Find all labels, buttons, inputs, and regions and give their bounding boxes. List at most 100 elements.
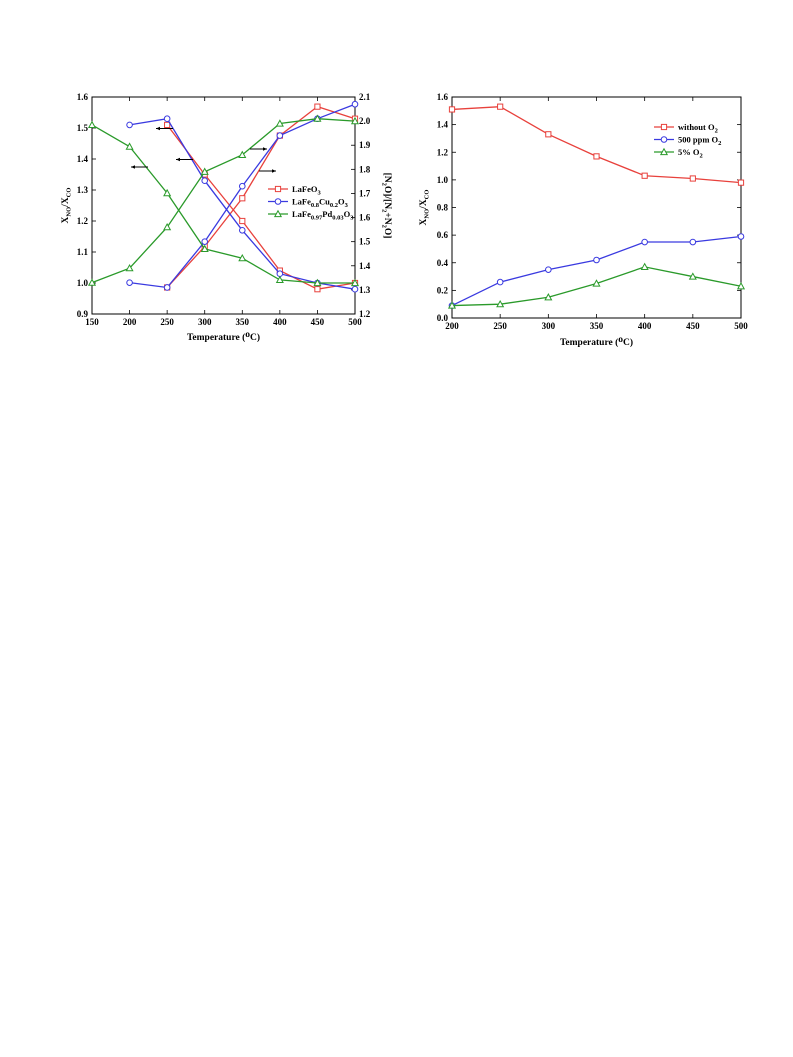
data-point bbox=[496, 299, 505, 308]
x-axis-label: Temperature (oC) bbox=[187, 330, 260, 343]
x-tick-label: 200 bbox=[445, 321, 459, 331]
series-line-4 bbox=[91, 124, 355, 284]
data-point bbox=[201, 238, 209, 245]
series-line-1 bbox=[166, 105, 356, 288]
data-point bbox=[350, 278, 360, 287]
data-point bbox=[238, 150, 247, 158]
y2-tick-label: 2.1 bbox=[359, 92, 371, 102]
series-line-0 bbox=[451, 106, 742, 184]
data-point bbox=[164, 121, 171, 129]
y2-tick-label: 1.4 bbox=[359, 261, 371, 271]
series-line-1 bbox=[451, 235, 742, 307]
y-tick-label: 1.4 bbox=[77, 154, 89, 164]
data-point bbox=[163, 188, 172, 197]
data-point bbox=[640, 262, 649, 270]
legend-marker bbox=[659, 147, 669, 156]
y-tick-label: 0.8 bbox=[437, 203, 449, 213]
data-point bbox=[126, 121, 133, 129]
data-point bbox=[689, 175, 696, 182]
data-point bbox=[314, 286, 321, 293]
x-tick-label: 250 bbox=[160, 317, 174, 327]
legend-label: LaFe0.8Cu0.2O3 bbox=[292, 197, 349, 210]
y-tick-label: 0.4 bbox=[437, 258, 449, 268]
data-point bbox=[737, 179, 745, 186]
y2-tick-label: 1.5 bbox=[359, 237, 371, 247]
data-point bbox=[163, 284, 171, 291]
y-tick-label: 1.0 bbox=[77, 278, 89, 288]
legend-marker bbox=[274, 185, 282, 193]
y-tick-label: 0.0 bbox=[437, 313, 449, 323]
y-tick-label: 1.0 bbox=[437, 175, 449, 185]
y-tick-label: 1.6 bbox=[77, 92, 89, 102]
data-point bbox=[239, 195, 246, 202]
y-axis-label: XNO/XCO bbox=[419, 190, 431, 226]
data-point bbox=[276, 132, 284, 139]
y2-axis-label: [N2O]/[N2+N2O] bbox=[381, 173, 393, 239]
y-tick-label: 1.5 bbox=[77, 123, 89, 133]
y-tick-label: 1.2 bbox=[77, 216, 89, 226]
data-point bbox=[688, 272, 697, 280]
x-tick-label: 450 bbox=[311, 317, 325, 327]
legend-label: 5% O2 bbox=[678, 147, 703, 160]
data-point bbox=[87, 120, 97, 128]
data-point bbox=[87, 278, 97, 286]
data-point bbox=[545, 266, 552, 273]
x-tick-label: 300 bbox=[198, 317, 212, 327]
x-tick-label: 500 bbox=[734, 321, 748, 331]
legend-marker bbox=[273, 209, 283, 218]
axis-arrow-head bbox=[156, 126, 160, 131]
x-tick-label: 350 bbox=[236, 317, 250, 327]
data-point bbox=[593, 256, 600, 264]
x-tick-label: 500 bbox=[348, 317, 362, 327]
data-point bbox=[737, 233, 745, 240]
data-point bbox=[275, 275, 284, 283]
legend-label: LaFe0.97Pd0.03O3 bbox=[292, 209, 354, 222]
series-line-5 bbox=[91, 118, 356, 284]
legend-label: LaFeO3 bbox=[292, 184, 322, 197]
data-point bbox=[238, 182, 246, 190]
chart-left: 150 200 250 300 350 400 450 500 0.9 1.0 1.1 1.2 1.3 1… bbox=[61, 92, 392, 343]
y2-tick-label: 1.8 bbox=[359, 164, 371, 174]
legend-marker bbox=[660, 123, 668, 131]
data-point bbox=[448, 106, 456, 113]
x-tick-label: 400 bbox=[273, 317, 287, 327]
legend-marker bbox=[660, 136, 668, 143]
y-tick-label: 1.2 bbox=[437, 147, 449, 157]
data-point bbox=[200, 244, 209, 252]
data-point bbox=[126, 279, 133, 286]
data-point bbox=[313, 278, 322, 287]
x-axis-label: Temperature (oC) bbox=[560, 335, 633, 348]
legend-label: without O2 bbox=[678, 122, 718, 135]
data-point bbox=[496, 278, 504, 286]
x-tick-label: 250 bbox=[493, 321, 507, 331]
data-point bbox=[351, 285, 359, 293]
y2-tick-label: 1.2 bbox=[359, 309, 371, 319]
data-point bbox=[125, 263, 134, 272]
data-point bbox=[641, 238, 648, 246]
axis-arrow-head bbox=[263, 147, 267, 151]
x-tick-label: 450 bbox=[686, 321, 700, 331]
legend-label: 500 ppm O2 bbox=[678, 135, 721, 148]
data-point bbox=[593, 153, 600, 160]
data-point bbox=[314, 103, 321, 110]
data-point bbox=[276, 270, 284, 278]
plot-frame bbox=[91, 96, 356, 315]
data-point bbox=[544, 293, 553, 301]
data-point bbox=[200, 167, 209, 175]
data-point bbox=[275, 119, 284, 127]
data-point bbox=[163, 115, 171, 122]
data-point bbox=[125, 142, 134, 150]
legend-marker bbox=[274, 198, 282, 205]
data-point bbox=[736, 281, 746, 290]
y2-tick-label: 1.3 bbox=[359, 285, 371, 295]
data-point bbox=[238, 253, 247, 262]
data-point bbox=[351, 100, 359, 108]
data-point bbox=[201, 177, 209, 184]
y2-tick-label: 2.0 bbox=[359, 116, 371, 126]
data-point bbox=[238, 227, 246, 234]
x-tick-label: 300 bbox=[542, 321, 556, 331]
x-tick-label: 200 bbox=[123, 317, 137, 327]
axis-arrow-head bbox=[272, 169, 276, 173]
